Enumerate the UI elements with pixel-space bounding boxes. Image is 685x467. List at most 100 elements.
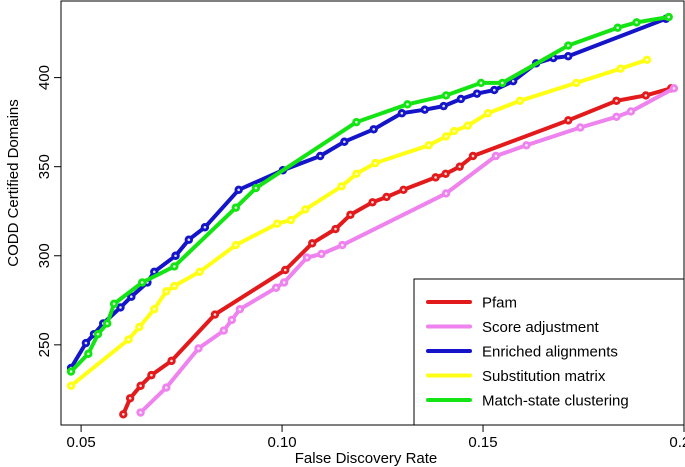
data-point-highlight xyxy=(479,81,483,85)
data-point-highlight xyxy=(423,108,427,111)
data-point-highlight xyxy=(452,129,456,133)
series-substitution-matrix xyxy=(66,55,652,391)
data-point-highlight xyxy=(511,79,515,83)
series-layer xyxy=(66,12,679,419)
data-point-highlight xyxy=(402,188,405,192)
x-axis: 0.05 0.10 0.15 0.20 xyxy=(66,425,685,451)
data-point-highlight xyxy=(238,307,242,311)
data-point-highlight xyxy=(197,347,200,350)
data-point-highlight xyxy=(574,81,578,85)
data-point-highlight xyxy=(406,103,409,106)
data-point-highlight xyxy=(566,54,570,58)
data-point-highlight xyxy=(334,227,337,231)
data-point-highlight xyxy=(459,97,463,101)
data-point-highlight xyxy=(518,99,522,103)
data-point-highlight xyxy=(442,104,445,108)
data-point-highlight xyxy=(427,144,431,147)
data-point-highlight xyxy=(444,94,448,97)
data-point-highlight xyxy=(616,26,619,30)
data-point-highlight xyxy=(222,329,226,332)
data-point-highlight xyxy=(579,126,582,129)
data-point-highlight xyxy=(400,111,404,115)
data-point-highlight xyxy=(254,186,258,190)
legend-item: Pfam xyxy=(426,295,517,312)
data-point-highlight xyxy=(444,135,448,138)
legend-item: Substitution matrix xyxy=(426,368,606,385)
data-point-highlight xyxy=(310,241,314,245)
x-tick-label: 0.10 xyxy=(267,434,296,451)
data-point-highlight xyxy=(84,341,88,345)
data-point-highlight xyxy=(234,206,238,209)
legend-item: Match-state clustering xyxy=(426,393,629,410)
data-point-highlight xyxy=(275,222,279,225)
data-point-highlight xyxy=(355,172,358,176)
data-point-highlight xyxy=(305,256,309,259)
plot-frame xyxy=(60,0,685,426)
y-tick-label: 300 xyxy=(36,243,53,268)
legend: Pfam Score adjustment Enriched alignments S… xyxy=(413,278,685,426)
data-point-highlight xyxy=(371,201,374,204)
data-point-highlight xyxy=(96,332,100,336)
data-point-highlight xyxy=(140,281,144,284)
data-point-highlight xyxy=(165,386,168,389)
x-tick-label: 0.05 xyxy=(66,434,95,451)
data-point-highlight xyxy=(174,254,177,258)
legend-label: Match-state clustering xyxy=(482,393,629,410)
data-point-highlight xyxy=(198,270,201,274)
data-point-highlight xyxy=(458,165,462,168)
data-point-highlight xyxy=(230,318,234,322)
data-point-highlight xyxy=(105,322,109,325)
legend-label: Substitution matrix xyxy=(482,368,606,385)
legend-label: Enriched alignments xyxy=(482,344,618,361)
series-line xyxy=(138,86,676,415)
x-axis-title: False Discovery Rate xyxy=(295,450,438,467)
legend-item: Score adjustment xyxy=(426,319,600,336)
y-tick-label: 400 xyxy=(36,65,53,90)
data-point-highlight xyxy=(130,295,133,299)
data-point-highlight xyxy=(203,225,207,229)
data-point-highlight xyxy=(69,384,73,388)
data-point-highlight xyxy=(283,268,287,272)
data-point-highlight xyxy=(304,208,307,211)
legend-item: Enriched alignments xyxy=(426,344,618,361)
data-point-highlight xyxy=(471,154,475,158)
data-point-highlight xyxy=(619,67,622,70)
series-match-state-clustering xyxy=(66,12,673,376)
data-point-highlight xyxy=(87,352,90,356)
legend-label: Pfam xyxy=(482,295,517,312)
data-point-highlight xyxy=(119,306,122,309)
y-axis-title: CODD Certified Domains xyxy=(5,99,22,267)
data-point-highlight xyxy=(213,313,217,316)
data-point-highlight xyxy=(349,213,352,217)
data-point-highlight xyxy=(466,124,470,128)
data-point-highlight xyxy=(501,81,504,85)
series-score-adjustment xyxy=(136,84,679,417)
data-point-highlight xyxy=(494,154,498,158)
data-point-highlight xyxy=(138,325,141,329)
data-point-highlight xyxy=(282,281,286,284)
data-point-highlight xyxy=(475,92,479,95)
data-point-highlight xyxy=(187,238,191,242)
data-point-highlight xyxy=(150,373,153,377)
data-point-highlight xyxy=(645,58,649,62)
data-point-highlight xyxy=(667,15,671,19)
data-point-highlight xyxy=(672,86,676,90)
data-point-highlight xyxy=(152,307,156,311)
data-point-highlight xyxy=(566,119,570,122)
data-point-highlight xyxy=(566,44,570,47)
data-point-highlight xyxy=(122,413,125,416)
y-tick-label: 250 xyxy=(36,332,53,357)
data-point-highlight xyxy=(234,243,238,247)
data-point-highlight xyxy=(374,161,377,165)
data-point-highlight xyxy=(170,359,173,363)
data-point-highlight xyxy=(635,21,638,24)
y-axis: 250 300 350 400 xyxy=(36,65,61,357)
data-point-highlight xyxy=(274,286,278,290)
data-point-highlight xyxy=(552,56,555,60)
data-point-highlight xyxy=(69,370,73,373)
data-point-highlight xyxy=(434,176,437,179)
data-point-highlight xyxy=(173,265,176,268)
data-point-highlight xyxy=(237,188,240,192)
data-point-highlight xyxy=(165,290,168,293)
